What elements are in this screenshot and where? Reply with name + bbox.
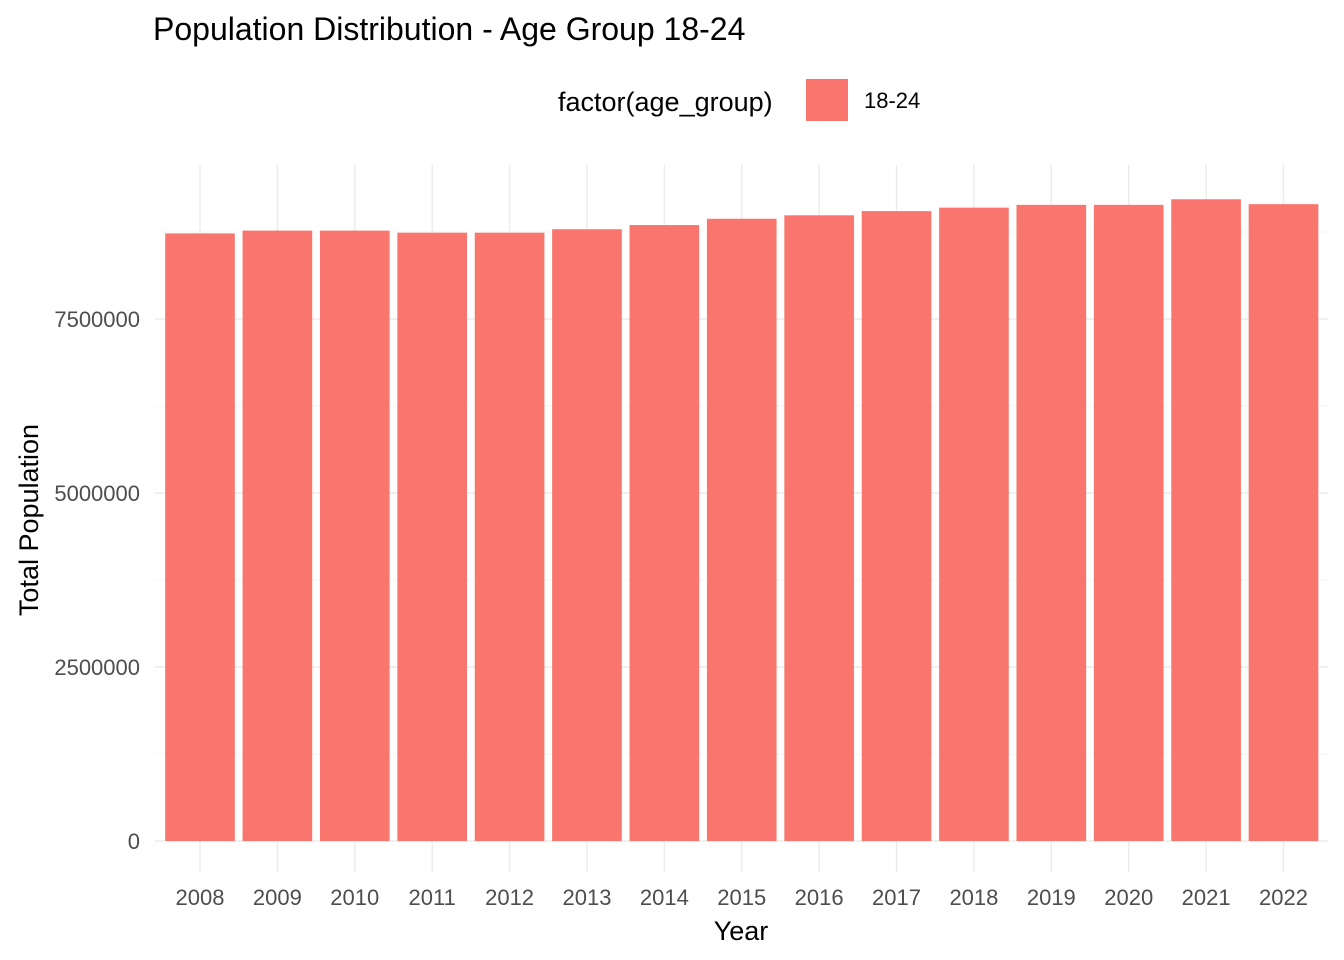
y-tick-label: 7500000 (54, 307, 140, 332)
x-tick-label: 2015 (717, 885, 766, 910)
chart-title: Population Distribution - Age Group 18-2… (153, 11, 745, 47)
bar-2010 (319, 230, 390, 841)
x-tick-label: 2017 (872, 885, 921, 910)
x-tick-label: 2013 (562, 885, 611, 910)
x-tick-label: 2016 (795, 885, 844, 910)
x-tick-label: 2009 (253, 885, 302, 910)
bar-2013 (552, 229, 622, 841)
x-tick-label: 2008 (176, 885, 225, 910)
x-tick-label: 2019 (1027, 885, 1076, 910)
x-tick-label: 2022 (1259, 885, 1308, 910)
y-axis-ticks: 0 2500000 5000000 7500000 (54, 307, 140, 854)
y-tick-label: 0 (128, 829, 140, 854)
bar-2019 (1016, 204, 1087, 841)
x-tick-label: 2021 (1182, 885, 1231, 910)
x-tick-label: 2018 (949, 885, 998, 910)
bar-2009 (242, 230, 313, 841)
y-axis-title: Total Population (14, 424, 44, 616)
bar-2012 (474, 232, 545, 842)
bar-2018 (939, 207, 1009, 841)
bar-2017 (861, 211, 932, 841)
bar-2011 (397, 232, 468, 842)
bar-2022 (1248, 204, 1319, 841)
bars (165, 199, 1319, 842)
bar-2016 (784, 215, 854, 841)
x-axis-title: Year (714, 916, 769, 946)
y-tick-label: 2500000 (54, 655, 140, 680)
x-tick-label: 2012 (485, 885, 534, 910)
bar-2021 (1171, 199, 1241, 842)
x-axis-ticks: 2008 2009 2010 2011 2012 2013 2014 2015 2016 2017… (176, 885, 1308, 910)
legend-title: factor(age_group) (558, 87, 773, 117)
x-tick-label: 2011 (409, 885, 456, 910)
legend-key-18-24 (806, 79, 848, 121)
x-tick-label: 2010 (330, 885, 379, 910)
bar-2015 (706, 218, 777, 841)
x-tick-label: 2014 (640, 885, 689, 910)
bar-2020 (1093, 204, 1164, 841)
legend-label-18-24: 18-24 (864, 88, 920, 113)
y-tick-label: 5000000 (54, 481, 140, 506)
x-tick-label: 2020 (1104, 885, 1153, 910)
legend: factor(age_group) 18-24 (558, 79, 920, 121)
bar-2014 (629, 225, 700, 842)
bar-2008 (165, 233, 235, 842)
